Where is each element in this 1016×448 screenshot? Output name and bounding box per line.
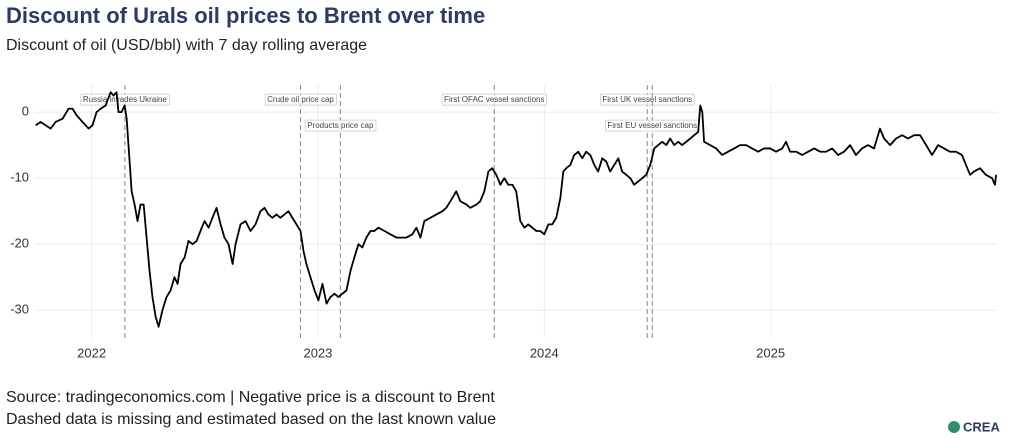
x-tick-label: 2022	[77, 345, 106, 360]
logo-icon	[948, 421, 960, 433]
chart-title: Discount of Urals oil prices to Brent ov…	[6, 3, 485, 28]
y-tick-label: -30	[10, 302, 29, 317]
y-tick-label: 0	[22, 104, 29, 119]
event-label: First UK vessel sanctions	[602, 95, 692, 104]
data-note: Dashed data is missing and estimated bas…	[6, 411, 496, 428]
event-label: Russia invades Ukraine	[83, 95, 168, 104]
chart-subtitle: Discount of oil (USD/bbl) with 7 day rol…	[6, 37, 367, 54]
data-line	[35, 91, 997, 328]
x-tick-label: 2025	[756, 345, 785, 360]
x-tick-label: 2024	[530, 345, 559, 360]
event-label: First EU vessel sanctions	[607, 121, 697, 130]
x-tick-label: 2023	[303, 345, 332, 360]
y-tick-label: -10	[10, 170, 29, 185]
event-label: Products price cap	[307, 121, 374, 130]
event-label-box	[600, 93, 695, 106]
logo: CREA	[948, 419, 1000, 434]
event-label-box	[304, 119, 377, 132]
event-label: Crude oil price cap	[267, 95, 334, 104]
event-label-box	[264, 93, 337, 106]
y-tick-label: -20	[10, 236, 29, 251]
event-label-box	[441, 93, 547, 106]
logo-text: CREA	[963, 419, 1000, 434]
source-note: Source: tradingeconomics.com | Negative …	[6, 389, 495, 406]
event-label: First OFAC vessel sanctions	[444, 95, 544, 104]
